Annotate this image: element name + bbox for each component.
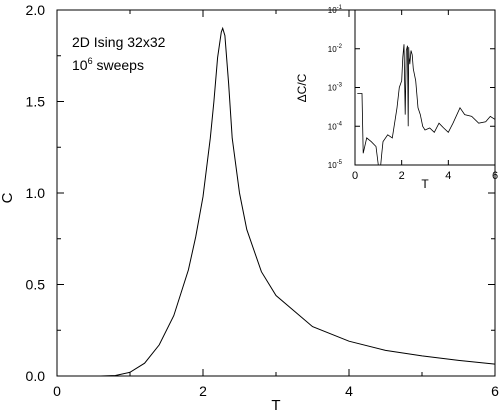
main-ytick-label: 1.0 (26, 185, 46, 201)
inset-xlabel: T (421, 177, 429, 191)
inset-xtick-label: 4 (445, 170, 451, 182)
inset-xtick-label: 0 (352, 170, 358, 182)
annotation-sweeps-exp: 6 (88, 56, 93, 66)
main-ylabel: C (0, 192, 16, 203)
inset-ytick-label: 10-1 (328, 5, 343, 15)
inset-plot-frame (354, 9, 496, 166)
inset-ytick-label: 10-5 (328, 160, 343, 170)
inset-chart: 0 2 4 6 10-5 10-4 10-3 10-2 10-1 T ΔC/C (295, 5, 498, 191)
main-ytick-label: 0.5 (26, 277, 46, 293)
main-ytick-label: 0.0 (26, 368, 46, 384)
main-xtick-label: 2 (199, 383, 207, 399)
main-xtick-label: 4 (345, 383, 353, 399)
annotation-sweeps: 106 sweeps (72, 56, 144, 73)
inset-ytick-label: 10-4 (328, 121, 343, 131)
main-xtick-label: 0 (53, 383, 61, 399)
annotation-title: 2D Ising 32x32 (72, 34, 166, 50)
main-series-line (100, 26, 496, 377)
inset-ytick-label: 10-2 (328, 44, 343, 54)
main-tick-labels: 0 2 4 6 0.0 0.5 1.0 1.5 2.0 (26, 2, 500, 399)
main-ytick-label: 1.5 (26, 94, 46, 110)
inset-tick-labels: 0 2 4 6 10-5 10-4 10-3 10-2 10-1 (328, 5, 498, 182)
main-xlabel: T (271, 397, 280, 414)
inset-ticks (354, 9, 496, 166)
main-xtick-label: 6 (491, 383, 499, 399)
inset-xtick-label: 6 (492, 170, 498, 182)
inset-series-line (357, 44, 496, 166)
annotation-sweeps-base: 10 (72, 57, 88, 73)
inset-ytick-label: 10-3 (328, 83, 343, 93)
inset-xtick-label: 2 (399, 170, 405, 182)
inset-ylabel: ΔC/C (295, 73, 309, 102)
annotation-sweeps-rest: sweeps (93, 57, 144, 73)
main-ytick-label: 2.0 (26, 2, 46, 18)
